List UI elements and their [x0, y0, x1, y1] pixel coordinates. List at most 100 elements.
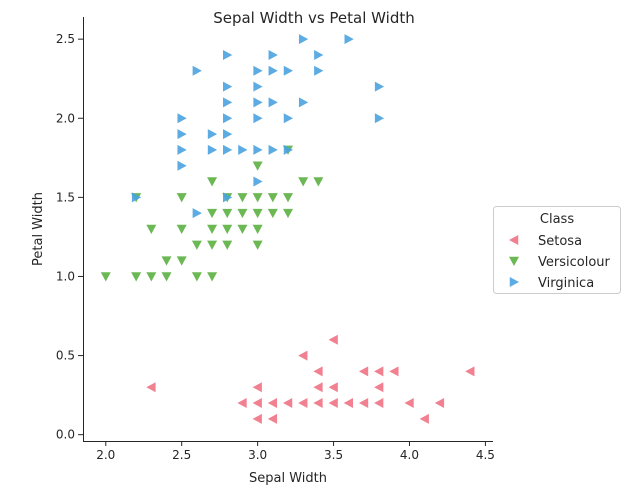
- data-point-setosa-4: [252, 382, 262, 393]
- data-point-versicolour-6: [161, 256, 172, 266]
- data-point-versicolour-11: [191, 240, 202, 250]
- data-point-setosa-1: [237, 398, 247, 409]
- data-point-versicolour-18: [222, 224, 233, 234]
- data-point-virginica-17: [253, 176, 263, 187]
- x-tick-label-2: 3.0: [248, 448, 267, 462]
- legend-label-versicolour: Versicolour: [538, 255, 611, 270]
- data-point-versicolour-5: [161, 272, 172, 282]
- data-point-virginica-11: [223, 129, 233, 140]
- data-point-virginica-35: [374, 113, 385, 124]
- legend-items: Setosa Versicolour Virginica: [509, 234, 611, 291]
- data-point-versicolour-35: [313, 177, 324, 187]
- data-point-versicolour-14: [207, 224, 218, 234]
- data-point-virginica-31: [298, 34, 309, 45]
- data-point-virginica-2: [177, 144, 187, 155]
- data-point-setosa-18: [358, 366, 369, 377]
- data-point-setosa-15: [328, 334, 338, 345]
- y-tick-label-1: 0.5: [56, 349, 75, 363]
- data-point-versicolour-26: [252, 208, 263, 219]
- data-point-virginica-34: [344, 34, 354, 45]
- data-point-versicolour-13: [207, 240, 218, 250]
- data-point-virginica-10: [223, 144, 233, 155]
- data-point-setosa-6: [267, 398, 278, 409]
- data-point-setosa-21: [374, 366, 384, 377]
- data-point-virginica-27: [283, 144, 293, 155]
- data-point-versicolour-23: [237, 193, 248, 203]
- x-tick-label-1: 2.5: [172, 448, 191, 462]
- data-point-virginica-16: [238, 144, 248, 155]
- data-point-setosa-13: [328, 398, 338, 409]
- data-point-versicolour-17: [222, 240, 233, 250]
- data-point-versicolour-22: [237, 208, 248, 219]
- data-point-setosa-17: [358, 398, 369, 409]
- chart-title: Sepal Width vs Petal Width: [213, 9, 415, 27]
- data-point-virginica-1: [177, 160, 187, 171]
- y-tick-label-5: 2.5: [56, 32, 75, 46]
- data-point-versicolour-28: [252, 161, 263, 171]
- data-point-versicolour-29: [267, 208, 278, 219]
- data-point-setosa-11: [313, 382, 323, 393]
- legend-title: Class: [540, 212, 574, 227]
- legend-frame: [493, 206, 621, 294]
- x-axis-label: Sepal Width: [249, 471, 327, 486]
- data-point-virginica-7: [207, 144, 218, 155]
- data-point-virginica-5: [192, 208, 202, 219]
- data-point-virginica-25: [268, 65, 278, 76]
- legend-marker-setosa: [509, 235, 519, 245]
- legend-marker-versicolour: [509, 256, 519, 266]
- data-point-virginica-19: [253, 113, 263, 124]
- data-point-versicolour-0: [100, 272, 111, 282]
- data-point-setosa-7: [283, 398, 293, 409]
- x-tick-label-0: 2.0: [96, 448, 115, 462]
- x-tick-label-3: 3.5: [324, 448, 343, 462]
- data-point-versicolour-31: [283, 208, 293, 219]
- data-point-virginica-18: [253, 144, 263, 155]
- data-point-setosa-25: [434, 398, 445, 409]
- data-point-setosa-22: [389, 366, 399, 377]
- data-point-virginica-0: [131, 192, 142, 203]
- data-point-virginica-15: [223, 49, 233, 60]
- data-point-virginica-8: [207, 129, 218, 140]
- y-tick-label-3: 1.5: [56, 190, 75, 204]
- data-point-versicolour-3: [146, 272, 157, 282]
- data-point-versicolour-30: [267, 193, 278, 203]
- data-point-versicolour-34: [298, 177, 309, 187]
- legend-label-virginica: Virginica: [538, 276, 594, 291]
- plot-markers: [100, 34, 475, 424]
- data-point-virginica-13: [223, 97, 233, 108]
- data-point-virginica-4: [177, 113, 187, 124]
- data-point-versicolour-19: [222, 208, 233, 219]
- data-point-setosa-5: [267, 413, 278, 424]
- x-tick-label-4: 4.0: [400, 448, 419, 462]
- y-tick-label-4: 2.0: [56, 111, 75, 125]
- x-tick-label-5: 4.5: [476, 448, 495, 462]
- data-point-versicolour-8: [176, 224, 187, 234]
- data-point-setosa-19: [374, 398, 384, 409]
- data-point-versicolour-10: [191, 272, 202, 282]
- y-axis-ticks: 0.0 0.5 1.0 1.5 2.0 2.5: [56, 32, 83, 442]
- data-point-setosa-14: [328, 382, 338, 393]
- data-point-setosa-26: [465, 366, 475, 377]
- data-point-virginica-36: [374, 81, 385, 92]
- y-tick-label-0: 0.0: [56, 428, 75, 442]
- data-point-versicolour-16: [207, 177, 218, 187]
- data-point-virginica-14: [223, 81, 233, 92]
- data-point-virginica-22: [253, 65, 263, 76]
- data-point-setosa-3: [252, 398, 262, 409]
- data-point-virginica-12: [223, 113, 233, 124]
- data-point-versicolour-27: [252, 193, 263, 203]
- data-point-virginica-32: [314, 65, 324, 76]
- data-point-versicolour-32: [283, 193, 293, 203]
- data-point-virginica-6: [192, 65, 202, 76]
- data-point-setosa-23: [404, 398, 414, 409]
- data-point-versicolour-15: [207, 208, 218, 219]
- data-point-virginica-33: [314, 49, 324, 60]
- data-point-virginica-29: [283, 65, 293, 76]
- data-point-virginica-24: [268, 97, 278, 108]
- y-tick-label-2: 1.0: [56, 269, 75, 283]
- data-point-versicolour-12: [207, 272, 218, 282]
- legend-marker-virginica: [509, 277, 519, 287]
- data-point-setosa-8: [298, 398, 308, 409]
- data-point-virginica-26: [268, 49, 278, 60]
- data-point-virginica-21: [253, 81, 263, 92]
